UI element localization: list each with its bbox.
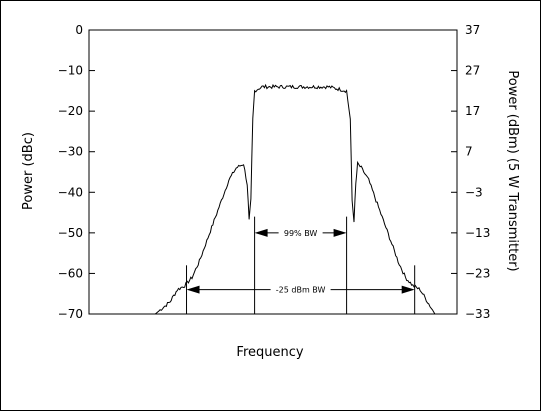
y-tick-label-left: −50 — [58, 226, 83, 240]
y-axis-label-right: Power (dBm) (5 W Transmitter) — [505, 70, 520, 271]
y-tick-label-left: −70 — [58, 307, 83, 321]
chart-annotations: 99% BW -25 dBm BW — [186, 216, 416, 314]
y-tick-label-left: −40 — [58, 185, 83, 199]
bandwidth-label: 99% BW — [284, 229, 318, 238]
plot-area-border — [88, 29, 458, 315]
arrowhead-left — [254, 228, 268, 237]
bandwidth-label: -25 dBm BW — [276, 286, 326, 295]
spectrum-line — [89, 83, 457, 315]
x-axis-label: Frequency — [236, 345, 303, 360]
y-tick-label-left: −10 — [58, 64, 83, 78]
y-tick-label-right: 7 — [465, 145, 473, 159]
y-tick-label-right: −33 — [465, 307, 490, 321]
chart-axes — [88, 29, 458, 315]
y-tick-label-left: −20 — [58, 104, 83, 118]
y-tick-label-left: −30 — [58, 145, 83, 159]
y-tick-label-right: −13 — [465, 226, 490, 240]
chart-ticks: 0 −10 −20 −30 −40 −50 −60 −70 37 27 17 7 −3 −13 −23 −33 — [58, 23, 491, 321]
y-tick-label-left: 0 — [75, 23, 83, 37]
y-tick-label-right: 37 — [465, 23, 480, 37]
y-tick-label-right: −23 — [465, 266, 490, 280]
y-tick-label-right: 17 — [465, 104, 480, 118]
y-tick-label-right: 27 — [465, 64, 480, 78]
y-tick-label-left: −60 — [58, 266, 83, 280]
arrowhead-right — [401, 285, 415, 294]
y-tick-label-right: −3 — [465, 185, 483, 199]
arrowhead-left — [186, 285, 200, 294]
arrowhead-right — [333, 228, 347, 237]
chart-series — [89, 83, 457, 315]
y-axis-label-left: Power (dBc) — [21, 132, 36, 210]
